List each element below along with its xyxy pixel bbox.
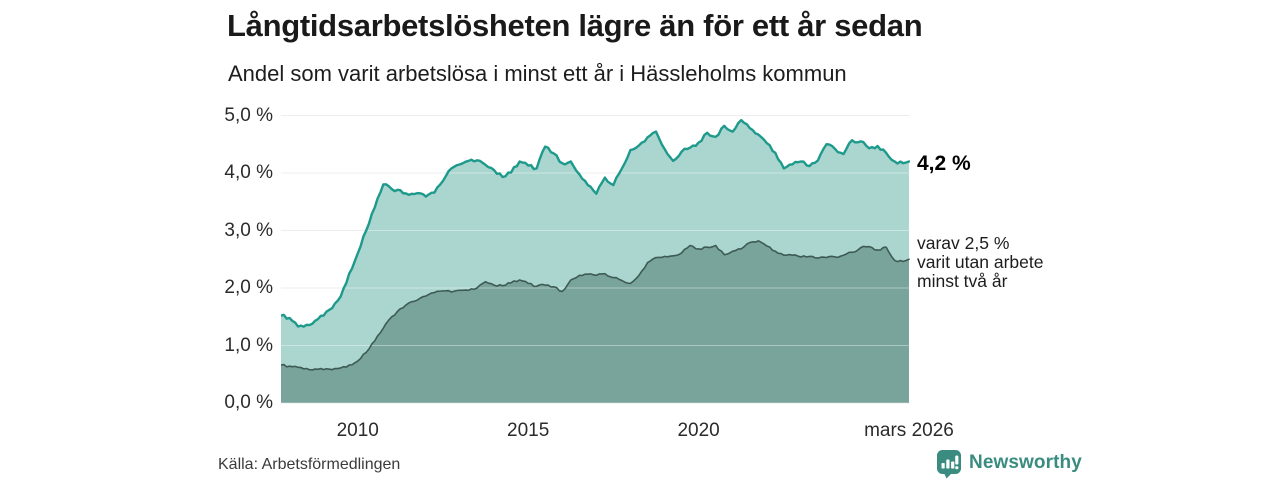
subset-label-line-3: minst två år bbox=[917, 271, 1008, 291]
source-attribution: Källa: Arbetsförmedlingen bbox=[218, 456, 401, 473]
x-tick-label: mars 2026 bbox=[864, 420, 954, 441]
newsworthy-logo: Newsworthy bbox=[936, 449, 1082, 480]
x-tick-label: 2010 bbox=[336, 420, 379, 441]
y-tick-label: 0,0 % bbox=[224, 392, 273, 413]
line-subset-two-years bbox=[280, 240, 910, 371]
bar-chart-speech-bubble-icon bbox=[936, 449, 962, 480]
plot-area bbox=[279, 103, 911, 409]
chart-subtitle: Andel som varit arbetslösa i minst ett å… bbox=[228, 61, 847, 86]
line-total-one-year bbox=[279, 118, 911, 328]
x-tick-label: 2020 bbox=[677, 420, 720, 441]
unemployment-area-chart bbox=[279, 115, 911, 404]
y-tick-label: 2,0 % bbox=[224, 277, 273, 298]
series-end-label-total: 4,2 % bbox=[917, 152, 971, 175]
subset-label-line-1: varav 2,5 % bbox=[917, 233, 1010, 253]
y-tick-label: 5,0 % bbox=[224, 104, 273, 126]
y-tick-label: 1,0 % bbox=[224, 334, 273, 356]
subset-label-line-2: varit utan arbete bbox=[917, 252, 1044, 272]
y-tick-label: 3,0 % bbox=[224, 219, 273, 241]
area-subset-two-years bbox=[281, 240, 909, 403]
chart-title: Långtidsarbetslösheten lägre än för ett … bbox=[227, 8, 923, 43]
newsworthy-wordmark: Newsworthy bbox=[969, 452, 1082, 473]
x-tick-label: 2015 bbox=[507, 420, 550, 441]
series-end-label-subset: varav 2,5 % varit utan arbete minst två … bbox=[917, 234, 1043, 291]
y-tick-label: 4,0 % bbox=[224, 162, 273, 183]
